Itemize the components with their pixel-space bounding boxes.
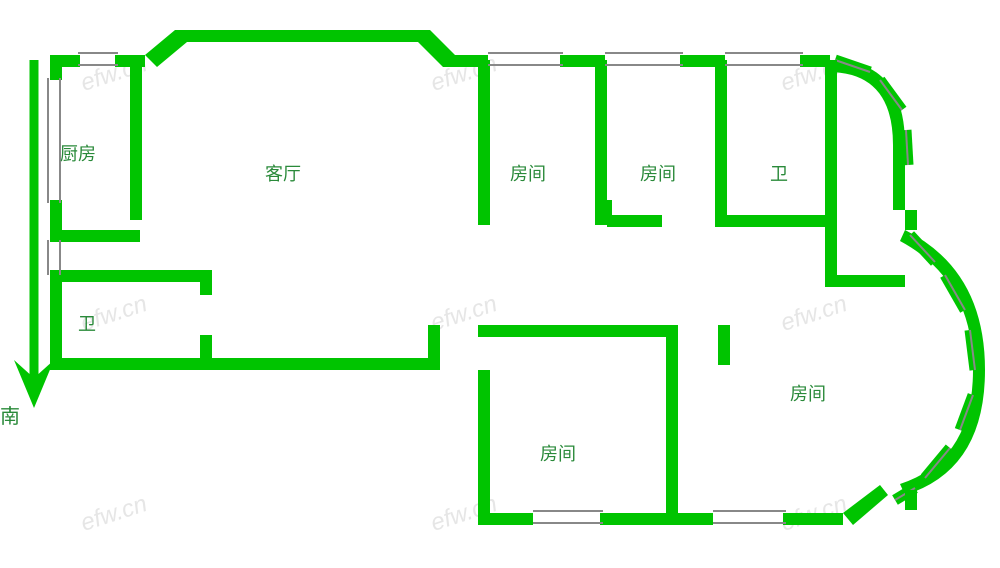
window-line-12 [533,510,603,512]
wall-stub-up-from-bottom [428,325,440,370]
wall-bot-seg-488 [488,513,533,525]
window-line-8 [47,78,49,203]
window-line-10 [47,240,49,275]
wall-hall-stub-718 [718,325,730,365]
curve-wall-0 [828,60,905,210]
window-line-6 [725,52,803,54]
window-line-13 [533,522,603,524]
wall-curve-stubs-a [905,210,917,230]
wall-bath1-top [50,270,210,282]
window-line-4 [605,52,683,54]
label-room-big: 房间 [790,380,826,406]
wall-kitchen-right [130,60,142,220]
label-room-top-1: 房间 [510,160,546,186]
wall-inner-v-480 [478,60,490,225]
wall-kitchen-bot [50,230,140,242]
wall-right-outer-top [825,60,837,285]
wall-hall-right-of-bath [825,275,905,287]
wall-bath1-right-top [200,270,212,295]
wall-bot-seg-610 [600,513,678,525]
wall-angled-bot-right [843,485,888,525]
wall-v-at-678 [666,325,678,525]
window-line-11 [59,240,61,275]
wall-inner-v-715 [715,60,727,225]
wall-v-at-478-low [478,370,490,525]
wall-top-h-after-angle [443,55,468,67]
window-line-5 [605,64,683,66]
label-room-top-2: 房间 [640,160,676,186]
label-kitchen: 厨房 [60,140,96,166]
window-line-3 [488,64,563,66]
wall-left-outer-top [50,55,62,80]
wall-left-outer-low [50,275,62,370]
window-line-0 [78,52,118,54]
window-line-7 [725,64,803,66]
wall-inner-v-595 [595,60,607,225]
window-line-15 [713,522,786,524]
wall-bot-seg-678 [678,513,713,525]
window-line-14 [713,510,786,512]
label-bath-top: 卫 [770,160,788,186]
label-room-bottom: 房间 [540,440,576,466]
window-line-1 [78,64,118,66]
label-living-room: 客厅 [265,160,301,186]
wall-bot-seg-790 [783,513,843,525]
label-south: 南 [0,400,20,429]
wall-top-horizontal-1 [175,30,430,42]
wall-curve-stubs-b [905,490,917,510]
label-bath-left: 卫 [78,310,96,336]
floorplan-canvas: efw.cn efw.cn efw.cn efw.cn efw.cn efw.c… [0,0,1000,568]
window-line-2 [488,52,563,54]
wall-room2-bottomstub [607,215,662,227]
wall-bottom-left [50,358,440,370]
wall-bath-top-bottomwall [715,215,837,227]
wall-hall-bottom-long [478,325,678,337]
